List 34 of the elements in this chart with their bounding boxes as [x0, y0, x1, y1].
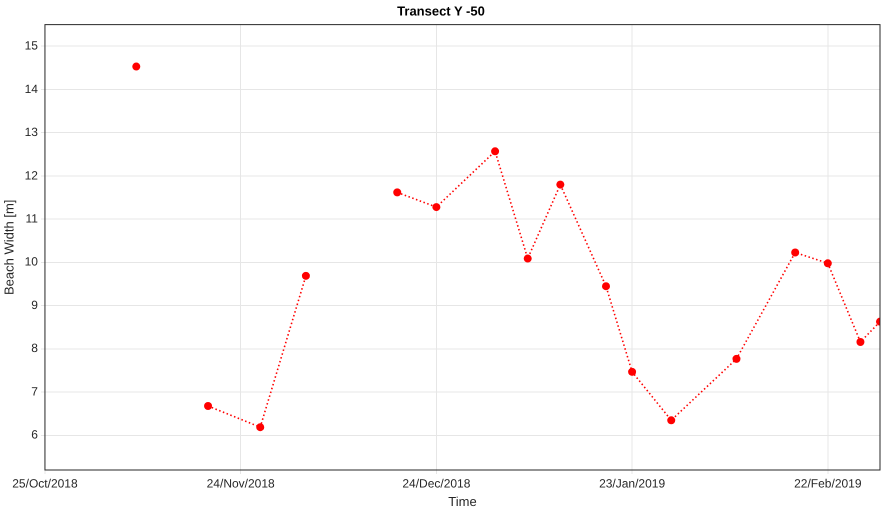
y-tick-label: 7 — [31, 384, 38, 398]
x-tick-label: 24/Nov/2018 — [206, 476, 276, 491]
y-tick-label: 11 — [25, 212, 38, 226]
y-tick-label: 13 — [24, 125, 38, 140]
y-tick-label: 14 — [24, 82, 38, 96]
point — [524, 254, 532, 263]
point — [628, 368, 636, 376]
y-tick-label: 9 — [31, 298, 38, 312]
point — [393, 188, 402, 196]
y-axis-title: Beach Width [m] — [1, 200, 16, 295]
point — [856, 338, 864, 346]
point — [602, 282, 610, 290]
chart-title: Transect Y -50 — [397, 3, 485, 18]
point — [824, 259, 832, 268]
point — [667, 416, 676, 424]
point — [491, 147, 500, 156]
x-tick-label: 23/Jan/2019 — [599, 476, 666, 491]
point — [204, 402, 212, 410]
x-tick-label: 22/Feb/2019 — [794, 476, 862, 491]
point — [791, 248, 800, 256]
y-tick-label: 15 — [24, 38, 38, 53]
point — [732, 354, 740, 363]
x-axis-title: Time — [448, 494, 477, 509]
y-tick-label: 12 — [24, 168, 38, 182]
point — [256, 423, 264, 432]
point — [556, 180, 564, 189]
x-tick-label: 25/Oct/2018 — [12, 476, 78, 491]
point — [132, 62, 140, 71]
y-tick-label: 10 — [24, 254, 38, 269]
x-tick-label: 24/Dec/2018 — [402, 476, 471, 491]
point — [302, 272, 310, 280]
y-tick-label: 6 — [31, 428, 38, 442]
y-tick-label: 8 — [31, 341, 38, 356]
point — [432, 203, 440, 212]
